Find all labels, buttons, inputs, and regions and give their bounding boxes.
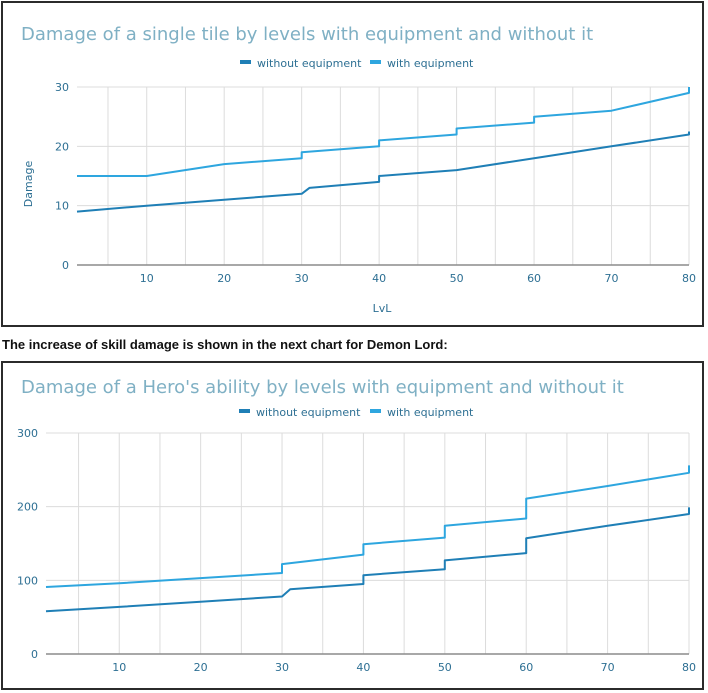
x-tick-label: 60 bbox=[527, 272, 541, 285]
chart-panel-single-tile: Damage of a single tile by levels with e… bbox=[1, 1, 704, 327]
chart-title: Damage of a Hero's ability by levels wit… bbox=[21, 377, 624, 398]
y-tick-label: 0 bbox=[62, 259, 69, 272]
y-tick-label: 200 bbox=[17, 501, 38, 514]
legend-label-with: with equipment bbox=[387, 57, 474, 70]
series-line-with-equipment bbox=[45, 465, 690, 588]
legend: without equipment with equipment bbox=[239, 406, 474, 419]
legend-swatch-without bbox=[240, 60, 251, 64]
plot-area: 0 10 20 30 10 20 30 40 50 60 70 80 bbox=[55, 81, 696, 285]
series-line-with-equipment bbox=[77, 87, 690, 177]
y-tick-label: 30 bbox=[55, 81, 69, 94]
series-line-without-equipment bbox=[45, 507, 690, 613]
x-axis-label: LvL bbox=[373, 302, 393, 315]
section-caption: The increase of skill damage is shown in… bbox=[2, 337, 448, 352]
plot-area: 0 100 200 300 10 20 30 40 50 60 70 80 bbox=[17, 427, 696, 674]
x-tick-label: 80 bbox=[682, 272, 696, 285]
x-tick-label: 10 bbox=[112, 661, 126, 674]
legend-swatch-with bbox=[370, 409, 381, 413]
x-tick-label: 10 bbox=[140, 272, 154, 285]
chart-single-tile-damage: Damage of a single tile by levels with e… bbox=[21, 24, 696, 315]
y-tick-label: 100 bbox=[17, 574, 38, 587]
x-tick-label: 50 bbox=[450, 272, 464, 285]
chart-title: Damage of a single tile by levels with e… bbox=[21, 24, 593, 45]
x-tick-label: 30 bbox=[295, 272, 309, 285]
legend-swatch-with bbox=[370, 60, 381, 64]
legend-label-without: without equipment bbox=[257, 57, 362, 70]
x-tick-label: 50 bbox=[438, 661, 452, 674]
y-tick-label: 10 bbox=[55, 200, 69, 213]
legend: without equipment with equipment bbox=[240, 57, 474, 70]
legend-label-with: with equipment bbox=[387, 406, 474, 419]
x-tick-label: 40 bbox=[372, 272, 386, 285]
x-tick-label: 40 bbox=[356, 661, 370, 674]
x-tick-label: 70 bbox=[601, 661, 615, 674]
y-axis-label: Damage bbox=[22, 161, 35, 208]
legend-label-without: without equipment bbox=[256, 406, 361, 419]
chart-panel-hero-ability: Damage of a Hero's ability by levels wit… bbox=[1, 361, 704, 690]
x-tick-label: 80 bbox=[682, 661, 696, 674]
legend-swatch-without bbox=[239, 409, 250, 413]
x-tick-label: 20 bbox=[194, 661, 208, 674]
series-line-without-equipment bbox=[76, 131, 690, 213]
y-tick-label: 20 bbox=[55, 140, 69, 153]
y-tick-label: 0 bbox=[31, 648, 38, 661]
x-tick-label: 70 bbox=[605, 272, 619, 285]
y-tick-label: 300 bbox=[17, 427, 38, 440]
x-tick-label: 30 bbox=[275, 661, 289, 674]
chart-hero-ability-damage: Damage of a Hero's ability by levels wit… bbox=[17, 377, 696, 674]
x-tick-label: 20 bbox=[217, 272, 231, 285]
x-tick-label: 60 bbox=[519, 661, 533, 674]
